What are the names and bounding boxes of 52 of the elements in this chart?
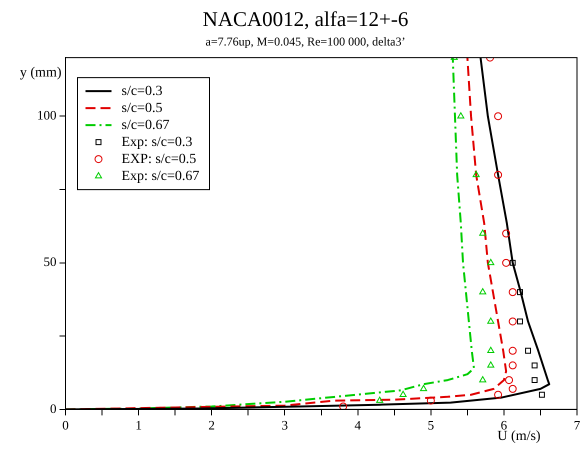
y-axis-title: y (mm): [20, 65, 62, 80]
point: [532, 362, 538, 368]
point: [494, 170, 502, 179]
point: [487, 361, 494, 368]
chart-subtitle: a=7.76up, M=0.045, Re=100 000, delta3’: [206, 34, 406, 49]
point: [426, 396, 435, 405]
x-tick-label: 1: [135, 418, 142, 433]
point: [508, 346, 517, 355]
point: [517, 318, 523, 324]
point: [487, 258, 494, 266]
legend-label: Exp: s/c=0.67: [122, 168, 200, 184]
point: [502, 230, 510, 238]
legend-label: Exp: s/c=0.3: [122, 134, 192, 150]
legend-label: s/c=0.5: [122, 100, 162, 116]
point: [376, 396, 384, 403]
legend-label: s/c=0.67: [122, 118, 170, 133]
point: [339, 402, 348, 410]
chart-title: NACA0012, alfa=12+-6: [202, 7, 408, 32]
y-tick-label: 50: [44, 254, 56, 270]
point: [508, 384, 517, 393]
point: [508, 317, 517, 326]
point: [457, 112, 464, 118]
legend-label: s/c=0.3: [122, 84, 162, 99]
point: [487, 317, 494, 324]
x-tick-label: 2: [208, 418, 215, 433]
y-tick-label: 0: [50, 400, 56, 416]
x-tick-label: 3: [281, 418, 288, 433]
point: [505, 376, 514, 384]
x-tick-label: 7: [574, 418, 581, 433]
point: [487, 346, 494, 354]
point: [532, 377, 538, 384]
point: [510, 260, 516, 266]
point: [525, 348, 532, 354]
point: [508, 288, 517, 296]
point: [479, 288, 486, 294]
point: [538, 392, 545, 398]
x-tick-label: 4: [354, 418, 362, 433]
point: [479, 230, 486, 236]
legend-label: EXP: s/c=0.5: [122, 152, 196, 167]
x-axis-title: U (m/s): [497, 429, 541, 444]
point: [502, 258, 510, 267]
x-tick-label: 5: [428, 418, 434, 433]
point: [472, 170, 480, 178]
x-tick-label: 0: [62, 418, 69, 433]
y-tick-label: 100: [37, 108, 56, 123]
point: [494, 390, 502, 399]
point: [508, 361, 517, 370]
point: [479, 376, 486, 382]
point: [420, 384, 428, 392]
point: [494, 112, 502, 120]
point: [517, 289, 523, 296]
point: [400, 390, 407, 397]
